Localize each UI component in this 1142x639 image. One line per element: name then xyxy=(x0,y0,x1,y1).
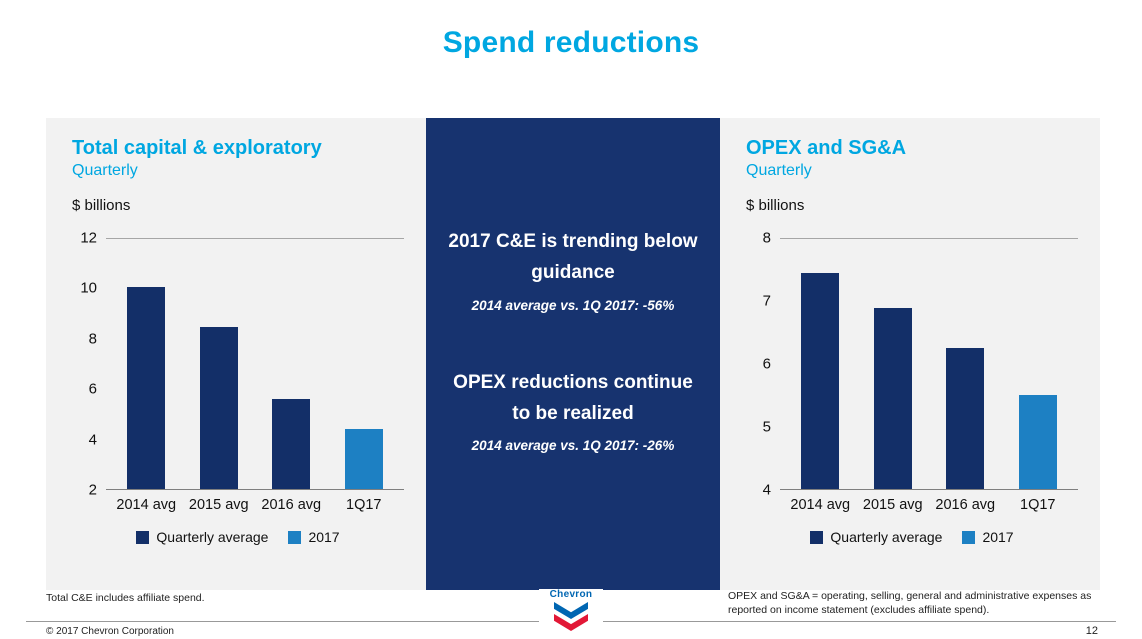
opex-x-axis: 2014 avg 2015 avg 2016 avg 1Q17 xyxy=(780,497,1078,513)
x-tick-label: 1Q17 xyxy=(346,497,382,513)
y-tick-label: 6 xyxy=(762,355,771,373)
chevron-logo: Chevron xyxy=(539,589,603,631)
x-tick-label: 2015 avg xyxy=(862,497,923,513)
y-tick-label: 4 xyxy=(88,431,97,449)
page-number: 12 xyxy=(1085,625,1098,637)
x-tick-label: 2016 avg xyxy=(261,497,322,513)
legend-item: Quarterly average xyxy=(136,529,268,545)
capex-chart-title: Total capital & exploratory xyxy=(72,137,322,159)
capex-legend: Quarterly average 2017 xyxy=(72,529,404,545)
capex-chart-subtitle: Quarterly xyxy=(72,162,138,179)
legend-item: Quarterly average xyxy=(810,529,942,545)
bar-slot xyxy=(110,239,183,489)
capex-chart-body: 12 10 8 6 4 2 2014 avg 2015 avg 2016 avg 1Q17 xyxy=(72,230,404,513)
bar-2016-avg xyxy=(272,399,311,489)
y-tick-label: 4 xyxy=(762,481,771,499)
y-tick-label: 6 xyxy=(88,380,97,398)
bar-slot xyxy=(857,239,930,489)
content-panels: Total capital & exploratory Quarterly $ … xyxy=(46,118,1100,590)
bar-2014-avg xyxy=(127,286,166,489)
opex-legend: Quarterly average 2017 xyxy=(746,529,1078,545)
legend-swatch xyxy=(962,530,976,544)
opex-chart-panel: OPEX and SG&A Quarterly $ billions 8 7 6 5 4… xyxy=(720,118,1100,590)
opex-chart-subtitle: Quarterly xyxy=(746,162,812,179)
x-tick-label: 2014 avg xyxy=(790,497,851,513)
y-tick-label: 12 xyxy=(80,229,97,247)
y-tick-label: 5 xyxy=(762,418,771,436)
bar-slot xyxy=(929,239,1002,489)
capex-y-axis: 12 10 8 6 4 2 xyxy=(72,230,106,499)
legend-label: 2017 xyxy=(308,529,340,545)
copyright-text: © 2017 Chevron Corporation xyxy=(46,626,174,637)
y-tick-label: 10 xyxy=(80,279,97,297)
x-tick-label: 1Q17 xyxy=(1020,497,1056,513)
y-tick-label: 7 xyxy=(762,292,771,310)
legend-item: 2017 xyxy=(962,529,1014,545)
capex-plot-wrap: 2014 avg 2015 avg 2016 avg 1Q17 xyxy=(106,238,404,513)
chevron-logo-icon xyxy=(554,602,588,631)
chevron-logo-wordmark: Chevron xyxy=(549,589,593,600)
callout-panel: 2017 C&E is trending below guidance 2014… xyxy=(426,118,720,590)
x-tick-label: 2014 avg xyxy=(116,497,177,513)
opex-y-axis: 8 7 6 5 4 xyxy=(746,230,780,499)
bar-1q17 xyxy=(1018,395,1057,489)
legend-swatch xyxy=(136,530,150,544)
bar-slot xyxy=(784,239,857,489)
opex-chart-unit-label: $ billions xyxy=(746,197,805,214)
callout-block-opex: OPEX reductions continue to be realized … xyxy=(446,367,700,454)
opex-plot-area xyxy=(780,238,1078,490)
y-tick-label: 8 xyxy=(762,229,771,247)
capex-x-axis: 2014 avg 2015 avg 2016 avg 1Q17 xyxy=(106,497,404,513)
legend-label: Quarterly average xyxy=(830,529,943,545)
opex-plot-wrap: 2014 avg 2015 avg 2016 avg 1Q17 xyxy=(780,238,1078,513)
capex-plot-area xyxy=(106,238,404,490)
bar-slot xyxy=(183,239,256,489)
legend-label: Quarterly average xyxy=(156,529,269,545)
callout-detail-opex: 2014 average vs. 1Q 2017: -26% xyxy=(471,438,675,454)
callout-heading-opex: OPEX reductions continue to be realized xyxy=(453,371,693,425)
bar-slot xyxy=(255,239,328,489)
legend-item: 2017 xyxy=(288,529,340,545)
legend-swatch xyxy=(288,530,302,544)
bar-2016-avg xyxy=(946,348,985,489)
bar-slot xyxy=(328,239,401,489)
footnote-capex: Total C&E includes affiliate spend. xyxy=(46,592,205,604)
bar-slot xyxy=(1002,239,1075,489)
bar-2014-avg xyxy=(801,273,840,489)
callout-block-cande: 2017 C&E is trending below guidance 2014… xyxy=(446,226,700,313)
callout-heading-cande: 2017 C&E is trending below guidance xyxy=(448,231,698,284)
callout-detail-cande: 2014 average vs. 1Q 2017: -56% xyxy=(471,297,675,313)
opex-chart-title: OPEX and SG&A xyxy=(746,137,907,159)
opex-chart-body: 8 7 6 5 4 2014 avg 2015 avg 2016 avg 1Q17 xyxy=(746,230,1078,513)
y-tick-label: 8 xyxy=(88,330,97,348)
x-tick-label: 2016 avg xyxy=(935,497,996,513)
bar-2015-avg xyxy=(873,307,912,489)
y-tick-label: 2 xyxy=(88,481,97,499)
footnote-opex: OPEX and SG&A = operating, selling, gene… xyxy=(728,590,1092,616)
x-tick-label: 2015 avg xyxy=(188,497,249,513)
slide-title: Spend reductions xyxy=(442,26,700,59)
legend-label: 2017 xyxy=(982,529,1014,545)
bar-1q17 xyxy=(344,429,383,489)
bar-2015-avg xyxy=(199,326,238,489)
capex-chart-panel: Total capital & exploratory Quarterly $ … xyxy=(46,118,426,590)
legend-swatch xyxy=(810,530,824,544)
capex-chart-unit-label: $ billions xyxy=(72,197,131,214)
